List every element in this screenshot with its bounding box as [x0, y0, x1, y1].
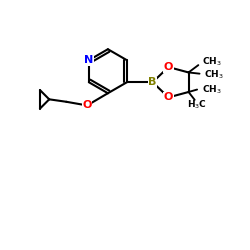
Text: CH$_3$: CH$_3$	[204, 69, 224, 81]
Text: O: O	[82, 100, 92, 110]
Text: H$_3$C: H$_3$C	[187, 98, 207, 111]
Text: N: N	[84, 55, 94, 65]
Text: O: O	[164, 62, 173, 72]
Text: B: B	[148, 77, 157, 87]
Text: O: O	[164, 92, 173, 102]
Text: CH$_3$: CH$_3$	[202, 55, 222, 68]
Text: CH$_3$: CH$_3$	[202, 83, 222, 96]
